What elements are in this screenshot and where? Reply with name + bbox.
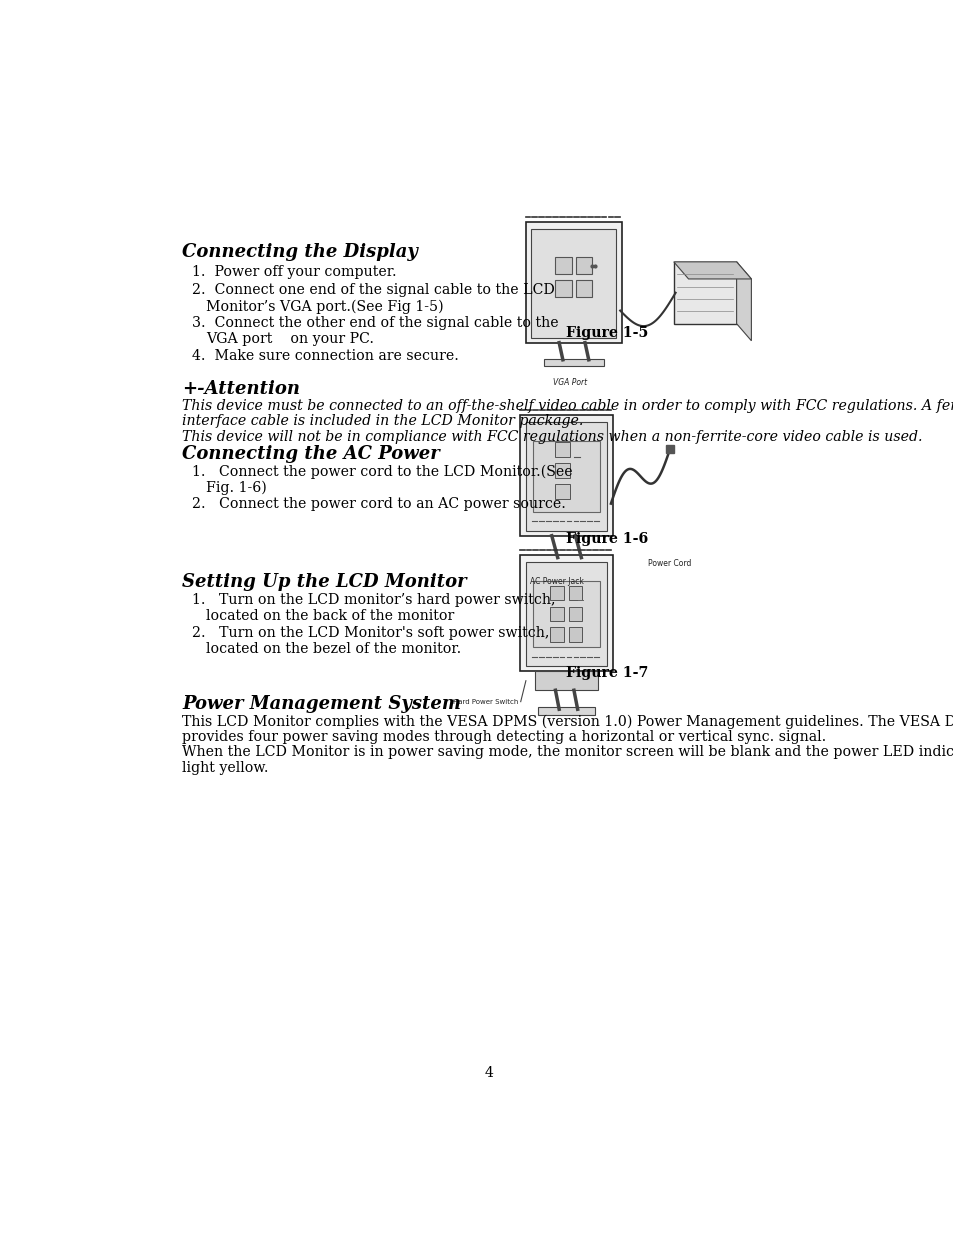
Bar xyxy=(550,585,563,600)
Bar xyxy=(544,359,603,367)
Text: interface cable is included in the LCD Monitor package.: interface cable is included in the LCD M… xyxy=(182,415,583,429)
Text: 1.   Connect the power cord to the LCD Monitor.(See: 1. Connect the power cord to the LCD Mon… xyxy=(192,464,572,479)
Bar xyxy=(550,606,563,621)
Bar xyxy=(576,257,592,274)
Text: 3.  Connect the other end of the signal cable to the: 3. Connect the other end of the signal c… xyxy=(192,316,558,330)
Polygon shape xyxy=(673,262,751,279)
Text: Fig. 1-6): Fig. 1-6) xyxy=(206,482,267,495)
Text: VGA Port: VGA Port xyxy=(553,378,587,387)
Text: provides four power saving modes through detecting a horizontal or vertical sync: provides four power saving modes through… xyxy=(182,730,825,745)
Bar xyxy=(576,280,592,298)
Text: When the LCD Monitor is in power saving mode, the monitor screen will be blank a: When the LCD Monitor is in power saving … xyxy=(182,746,953,760)
Text: This LCD Monitor complies with the VESA DPMS (version 1.0) Power Management guid: This LCD Monitor complies with the VESA … xyxy=(182,715,953,730)
Text: Setting Up the LCD Monitor: Setting Up the LCD Monitor xyxy=(182,573,466,592)
Text: Power Management System: Power Management System xyxy=(182,695,460,713)
Text: Figure 1-6: Figure 1-6 xyxy=(565,532,648,546)
Polygon shape xyxy=(736,262,751,341)
Text: Figure 1-5: Figure 1-5 xyxy=(565,326,648,340)
Bar xyxy=(555,463,570,478)
Text: 4.  Make sure connection are secure.: 4. Make sure connection are secure. xyxy=(192,348,458,363)
Bar xyxy=(550,627,563,642)
Text: 2.   Turn on the LCD Monitor's soft power switch,: 2. Turn on the LCD Monitor's soft power … xyxy=(192,626,549,640)
Text: located on the bezel of the monitor.: located on the bezel of the monitor. xyxy=(206,642,461,656)
Text: Connecting the Display: Connecting the Display xyxy=(182,243,417,262)
Text: +-Attention: +-Attention xyxy=(182,380,300,398)
Text: Connecting the AC Power: Connecting the AC Power xyxy=(182,445,439,463)
Text: 1.  Power off your computer.: 1. Power off your computer. xyxy=(192,266,395,279)
Text: This device must be connected to an off-the-shelf video cable in order to comply: This device must be connected to an off-… xyxy=(182,399,953,414)
Text: located on the back of the monitor: located on the back of the monitor xyxy=(206,609,455,624)
Text: 2.  Connect one end of the signal cable to the LCD: 2. Connect one end of the signal cable t… xyxy=(192,283,554,298)
Bar xyxy=(519,556,613,672)
Text: This device will not be in compliance with FCC regulations when a non-ferrite-co: This device will not be in compliance wi… xyxy=(182,430,922,443)
Bar xyxy=(555,257,571,274)
Bar xyxy=(525,562,606,667)
Bar xyxy=(555,280,571,298)
Text: Monitor’s VGA port.(See Fig 1-5): Monitor’s VGA port.(See Fig 1-5) xyxy=(206,299,444,314)
Bar xyxy=(525,222,621,342)
Bar xyxy=(519,415,613,536)
Text: light yellow.: light yellow. xyxy=(182,761,269,774)
Bar xyxy=(555,442,570,457)
Bar xyxy=(535,672,598,690)
Bar xyxy=(555,484,570,499)
Bar xyxy=(568,585,581,600)
Text: Power Cord: Power Cord xyxy=(647,559,691,568)
Text: Hard Power Switch: Hard Power Switch xyxy=(453,699,518,705)
Text: 4: 4 xyxy=(484,1067,493,1081)
Bar xyxy=(568,627,581,642)
Text: 1.   Turn on the LCD monitor’s hard power switch,: 1. Turn on the LCD monitor’s hard power … xyxy=(192,593,555,608)
Text: Figure 1-7: Figure 1-7 xyxy=(565,667,648,680)
Bar xyxy=(533,441,599,513)
Text: 2.   Connect the power cord to an AC power source.: 2. Connect the power cord to an AC power… xyxy=(192,498,565,511)
Text: AC Power Jack: AC Power Jack xyxy=(529,577,583,585)
Bar xyxy=(533,580,599,647)
Bar xyxy=(537,708,594,715)
Bar xyxy=(531,228,616,338)
Bar xyxy=(535,555,597,562)
Bar xyxy=(525,421,606,531)
Text: VGA port    on your PC.: VGA port on your PC. xyxy=(206,332,375,346)
Bar xyxy=(568,606,581,621)
Bar xyxy=(673,262,736,324)
